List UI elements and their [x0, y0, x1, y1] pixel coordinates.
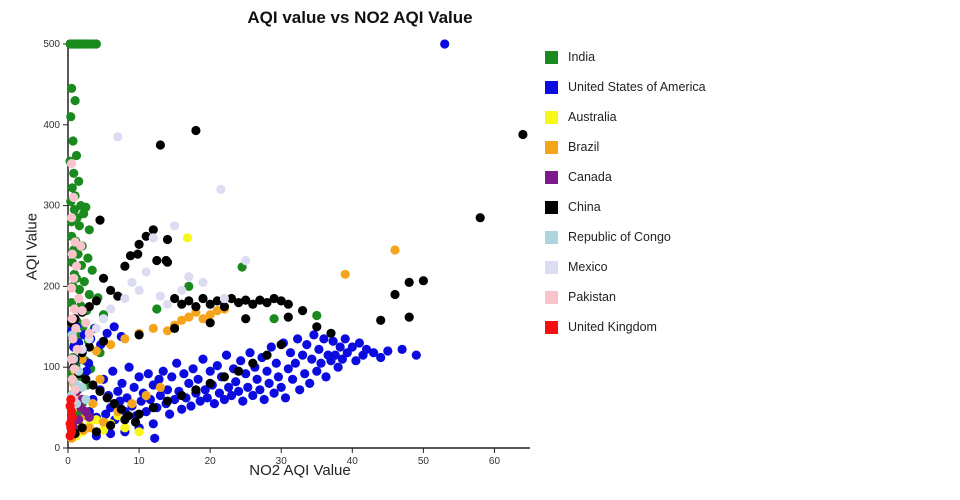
series-mexico — [77, 132, 251, 354]
svg-text:400: 400 — [43, 120, 60, 131]
svg-text:500: 500 — [43, 39, 60, 50]
legend-swatch-mexico — [545, 260, 558, 274]
legend: India United States of America Australia Br… — [545, 42, 706, 342]
legend-label-pakistan: Pakistan — [568, 290, 616, 304]
legend-swatch-brazil — [545, 140, 558, 154]
legend-label-china: China — [568, 200, 601, 214]
legend-swatch-china — [545, 200, 558, 214]
legend-item-india[interactable]: India — [545, 42, 706, 72]
legend-swatch-republic-of-congo — [545, 230, 558, 244]
legend-item-china[interactable]: China — [545, 192, 706, 222]
y-axis-label: AQI Value — [23, 212, 41, 281]
svg-text:10: 10 — [134, 456, 146, 467]
y-tick-labels: 0 100 200 300 400 500 — [43, 39, 68, 454]
svg-text:0: 0 — [65, 456, 71, 467]
chart-title: AQI value vs NO2 AQI Value — [247, 8, 473, 27]
legend-swatch-canada — [545, 170, 558, 184]
legend-swatch-india — [545, 50, 558, 64]
svg-text:60: 60 — [489, 456, 501, 467]
svg-text:50: 50 — [418, 456, 430, 467]
legend-swatch-united-kingdom — [545, 320, 558, 334]
legend-swatch-australia — [545, 110, 558, 124]
legend-swatch-united-states-of-america — [545, 80, 558, 94]
legend-label-canada: Canada — [568, 170, 612, 184]
series-united-kingdom — [65, 394, 77, 441]
legend-label-india: India — [568, 50, 596, 64]
svg-text:100: 100 — [43, 362, 60, 373]
svg-text:40: 40 — [347, 456, 359, 467]
legend-item-australia[interactable]: Australia — [545, 102, 706, 132]
legend-item-canada[interactable]: Canada — [545, 162, 706, 192]
legend-label-mexico: Mexico — [568, 260, 608, 274]
svg-text:300: 300 — [43, 201, 60, 212]
series-pakistan — [67, 159, 94, 413]
series-india — [65, 39, 322, 434]
legend-label-republic-of-congo: Republic of Congo — [568, 230, 671, 244]
legend-item-united-states-of-america[interactable]: United States of America — [545, 72, 706, 102]
legend-label-brazil: Brazil — [568, 140, 600, 154]
legend-swatch-pakistan — [545, 290, 558, 304]
legend-item-mexico[interactable]: Mexico — [545, 252, 706, 282]
legend-item-republic-of-congo[interactable]: Republic of Congo — [545, 222, 706, 252]
svg-text:200: 200 — [43, 281, 60, 292]
legend-label-australia: Australia — [568, 110, 617, 124]
series-united-states-of-america — [67, 39, 450, 443]
legend-label-united-kingdom: United Kingdom — [568, 320, 657, 334]
svg-text:20: 20 — [205, 456, 217, 467]
x-axis-label: NO2 AQI Value — [249, 462, 351, 479]
legend-item-pakistan[interactable]: Pakistan — [545, 282, 706, 312]
x-tick-labels: 0 10 20 30 40 50 60 — [65, 448, 500, 467]
legend-item-united-kingdom[interactable]: United Kingdom — [545, 312, 706, 342]
legend-item-brazil[interactable]: Brazil — [545, 132, 706, 162]
svg-text:0: 0 — [54, 443, 60, 454]
legend-label-united-states-of-america: United States of America — [568, 80, 706, 94]
svg-text:30: 30 — [276, 456, 288, 467]
